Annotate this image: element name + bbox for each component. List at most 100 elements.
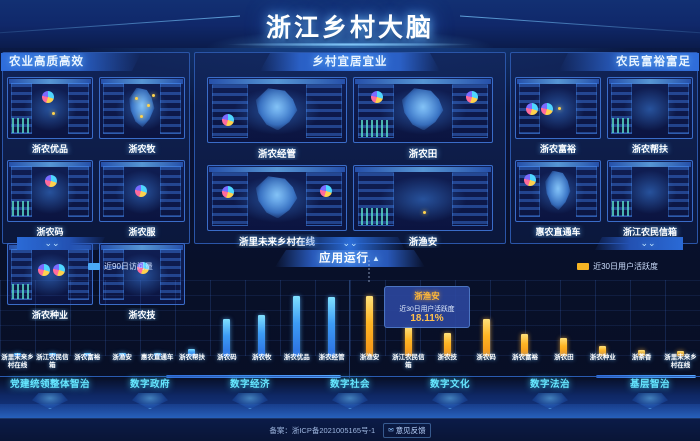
app-card[interactable]: 浙农技 (99, 243, 185, 321)
app-run-title-bar[interactable]: 应用运行 ▲ (275, 250, 425, 267)
chart-bar[interactable] (258, 315, 266, 356)
message-icon: ✉ (388, 427, 394, 434)
chevron-down-icon: ⌄⌄ (44, 238, 60, 248)
nav-item-6[interactable]: 基层智治 (600, 379, 700, 419)
chart-bar[interactable] (560, 337, 568, 356)
panel-rural-living-title: 乡村宜居宜业 (260, 53, 440, 71)
chart-bar[interactable] (293, 295, 301, 356)
nav-item-4[interactable]: 数字文化 (400, 379, 500, 419)
nav-item-3[interactable]: 数字社会 (300, 379, 400, 419)
chart-bar[interactable] (83, 353, 91, 356)
chart-bar[interactable] (599, 346, 607, 356)
app-card[interactable]: 浙农富裕 (515, 77, 601, 155)
nav-item-label: 数字文化 (429, 379, 470, 390)
app-run-title: 应用运行 (319, 252, 370, 265)
feedback-label: 意见反馈 (395, 425, 426, 435)
chart-bar[interactable] (223, 319, 231, 356)
chart-bar[interactable] (153, 353, 161, 356)
app-card[interactable]: 浙农码 (7, 160, 93, 238)
chevron-up-icon: ▲ (372, 254, 381, 263)
chart-x-label: 浙农牧 (252, 354, 272, 361)
hexagon-icon (532, 393, 568, 409)
chart-bar-slot[interactable] (352, 260, 387, 356)
app-card[interactable]: 浙里未来乡村在线 (207, 165, 347, 248)
legend-activity: 近30日用户活跃度 (577, 261, 658, 272)
app-thumbnail (99, 77, 185, 139)
chart-bar-slot[interactable] (244, 284, 279, 356)
chart-bar-slot[interactable] (430, 284, 465, 356)
app-card[interactable]: 浙农优品 (7, 77, 93, 155)
chart-bar-slot[interactable] (35, 284, 70, 356)
chart-bar-slot[interactable] (279, 284, 314, 356)
nav-item-5[interactable]: 数字法治 (500, 379, 600, 419)
app-card-label: 浙农码 (36, 227, 64, 237)
panel-farmer-prosperity-expand[interactable]: ⌄⌄ (595, 237, 683, 250)
chart-bar[interactable] (521, 333, 529, 356)
chart-bar-slot[interactable] (70, 284, 105, 356)
app-card[interactable]: 惠农直通车 (515, 160, 601, 238)
chart-bar[interactable] (404, 326, 412, 356)
panel-agriculture: 农业高质高效 浙农优品 (2, 52, 190, 320)
app-card-label: 浙农富裕 (539, 144, 576, 154)
chart-bar-slot[interactable] (624, 284, 659, 356)
chart-bar[interactable] (188, 349, 196, 356)
chart-x-label: 浙农经管 (318, 354, 345, 361)
chart-x-label: 浙渔安 (359, 354, 380, 361)
panel-rural-living-cards: 浙农经管 浙农田 (195, 77, 505, 248)
nav-item-2[interactable]: 数字经济 (200, 379, 300, 419)
bottom-nav-items: 党建统领整体智治 数字政府 数字经济 数字社会 数字文化 数字法治 基层智治 (0, 379, 700, 419)
charts-row: 浙里未来乡村在线 浙江农民信箱 浙农富裕 浙渔安 惠农直通车 浙农帮扶 浙农码 浙农牧 浙农优品… (0, 260, 700, 378)
app-card[interactable]: 浙农服 (99, 160, 185, 238)
app-card[interactable]: 浙江农民信箱 (607, 160, 693, 238)
chart-x-label: 浙里未来乡村在线 (1, 354, 34, 369)
hexagon-icon (632, 393, 668, 409)
app-card-label: 浙农牧 (128, 144, 156, 154)
chart-bar-slot[interactable] (140, 284, 175, 356)
chart-bar-slot[interactable] (391, 284, 426, 356)
chart-bar-slot[interactable] (209, 284, 244, 356)
tooltip-title: 浙渔安 (414, 291, 440, 301)
chart-bar[interactable] (482, 319, 490, 356)
chart-bar[interactable] (443, 332, 451, 356)
app-card[interactable]: 浙农牧 (99, 77, 185, 155)
bottom-nav: 党建统领整体智治 数字政府 数字经济 数字社会 数字文化 数字法治 基层智治 (0, 376, 700, 418)
chart-bar[interactable] (13, 353, 21, 356)
chart-bar-slot[interactable] (663, 284, 698, 356)
chart-bar-slot[interactable] (546, 284, 581, 356)
panel-rural-living-expand[interactable]: ⌄⌄ (295, 237, 405, 250)
chart-bar-slot[interactable] (0, 284, 35, 356)
chart-bar[interactable] (365, 295, 373, 356)
chart-visits-xlabels: 浙里未来乡村在线 浙江农民信箱 浙农富裕 浙渔安 惠农直通车 浙农帮扶 浙农码 浙农牧 浙农优品… (0, 354, 349, 372)
chart-bar-slot[interactable] (507, 284, 542, 356)
app-run-section: 应用运行 ▲ 近90日访问量 近30日用户活跃度 浙里未来乡村在线 浙江农民信箱 浙农… (0, 250, 700, 382)
app-card-label: 浙农优品 (31, 144, 68, 154)
hexagon-icon (132, 393, 168, 409)
chart-bar-slot[interactable] (585, 284, 620, 356)
chart-tooltip: 浙渔安 近30日用户活跃度 18.11% (384, 286, 470, 328)
chart-bar[interactable] (118, 353, 126, 356)
chart-bar[interactable] (638, 350, 646, 356)
feedback-button[interactable]: ✉ 意见反馈 (383, 422, 431, 438)
nav-item-1[interactable]: 数字政府 (100, 379, 200, 419)
chart-bar[interactable] (48, 353, 56, 356)
chart-x-label: 浙农码 (217, 354, 237, 361)
app-card[interactable]: 浙渔安 (353, 165, 493, 248)
chart-x-label: 浙农田 (554, 354, 574, 361)
panel-row: 农业高质高效 浙农优品 (2, 52, 699, 320)
chart-visits: 浙里未来乡村在线 浙江农民信箱 浙农富裕 浙渔安 惠农直通车 浙农帮扶 浙农码 浙农牧 浙农优品… (0, 280, 350, 378)
icp-record-text: 备案：浙ICP备2021005165号-1 (269, 425, 376, 435)
app-card-label: 浙农帮扶 (631, 144, 668, 154)
app-card[interactable]: 浙农田 (353, 77, 493, 160)
hexagon-icon (232, 393, 268, 409)
app-card[interactable]: 浙农经管 (207, 77, 347, 160)
chart-bar-slot[interactable] (175, 284, 210, 356)
chart-bar-slot[interactable] (314, 284, 349, 356)
chart-bar[interactable] (676, 351, 684, 356)
chart-bar[interactable] (328, 296, 336, 356)
chart-bar-slot[interactable] (469, 284, 504, 356)
nav-item-0[interactable]: 党建统领整体智治 (0, 379, 100, 419)
panel-agriculture-expand[interactable]: ⌄⌄ (17, 237, 105, 250)
chart-bar-slot[interactable] (105, 284, 140, 356)
app-card[interactable]: 浙农帮扶 (607, 77, 693, 155)
chart-grid (0, 280, 349, 356)
